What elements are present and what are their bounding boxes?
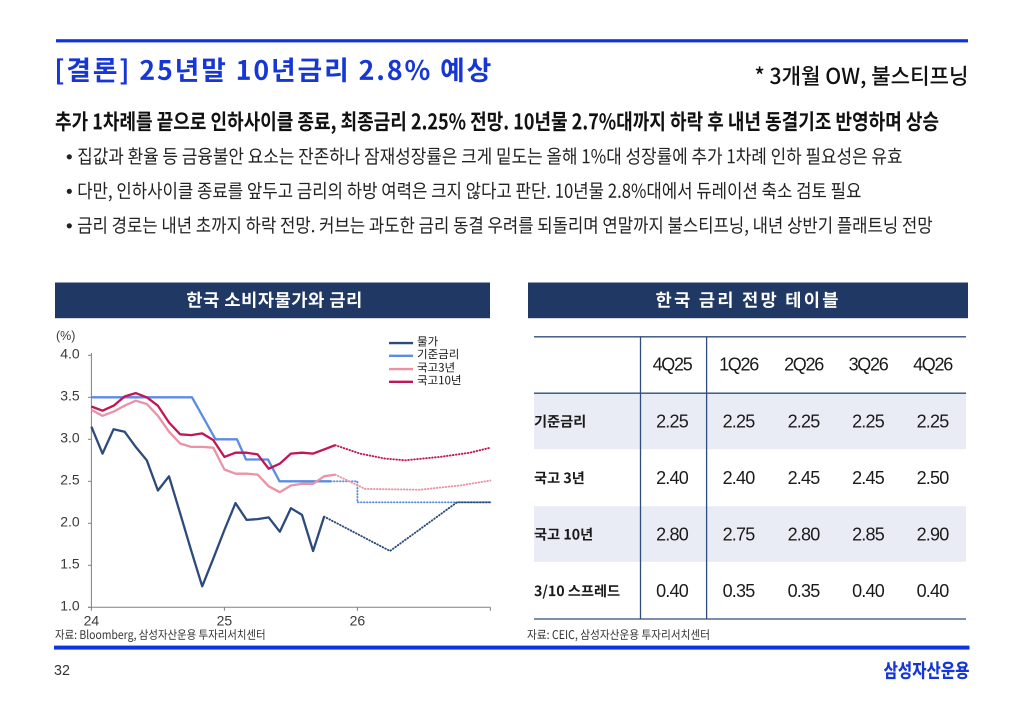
svg-text:1.5: 1.5 (60, 556, 80, 572)
svg-text:2.25: 2.25 (656, 412, 689, 432)
svg-text:2.25: 2.25 (917, 412, 950, 432)
svg-text:4.0: 4.0 (60, 346, 80, 362)
svg-text:2.5: 2.5 (60, 472, 80, 488)
svg-text:0.40: 0.40 (917, 581, 950, 601)
svg-text:2.0: 2.0 (60, 514, 80, 530)
svg-text:0.35: 0.35 (788, 581, 821, 601)
svg-text:2.25: 2.25 (852, 412, 885, 432)
svg-text:2.80: 2.80 (788, 525, 821, 545)
svg-text:2.40: 2.40 (656, 468, 689, 488)
svg-text:4Q26: 4Q26 (913, 355, 953, 375)
svg-text:24: 24 (84, 613, 100, 629)
svg-text:2.50: 2.50 (917, 468, 950, 488)
svg-text:1.0: 1.0 (60, 598, 80, 614)
svg-text:2.45: 2.45 (788, 468, 821, 488)
svg-text:2.85: 2.85 (852, 525, 885, 545)
svg-text:4Q25: 4Q25 (653, 355, 693, 375)
svg-text:2.80: 2.80 (656, 525, 689, 545)
svg-text:2.75: 2.75 (723, 525, 756, 545)
svg-text:3Q26: 3Q26 (849, 355, 889, 375)
svg-text:0.40: 0.40 (656, 581, 689, 601)
svg-text:2.45: 2.45 (852, 468, 885, 488)
svg-text:3.0: 3.0 (60, 430, 80, 446)
svg-text:1Q26: 1Q26 (719, 355, 759, 375)
svg-text:(%): (%) (56, 329, 75, 343)
svg-text:2.25: 2.25 (723, 412, 756, 432)
svg-text:32: 32 (54, 663, 70, 679)
svg-text:2.25: 2.25 (788, 412, 821, 432)
svg-text:2.90: 2.90 (917, 525, 950, 545)
svg-text:3.5: 3.5 (60, 388, 80, 404)
svg-text:25: 25 (217, 613, 233, 629)
svg-text:0.40: 0.40 (852, 581, 885, 601)
svg-text:2.40: 2.40 (723, 468, 756, 488)
svg-text:26: 26 (350, 613, 366, 629)
svg-text:0.35: 0.35 (723, 581, 756, 601)
svg-text:2Q26: 2Q26 (784, 355, 824, 375)
